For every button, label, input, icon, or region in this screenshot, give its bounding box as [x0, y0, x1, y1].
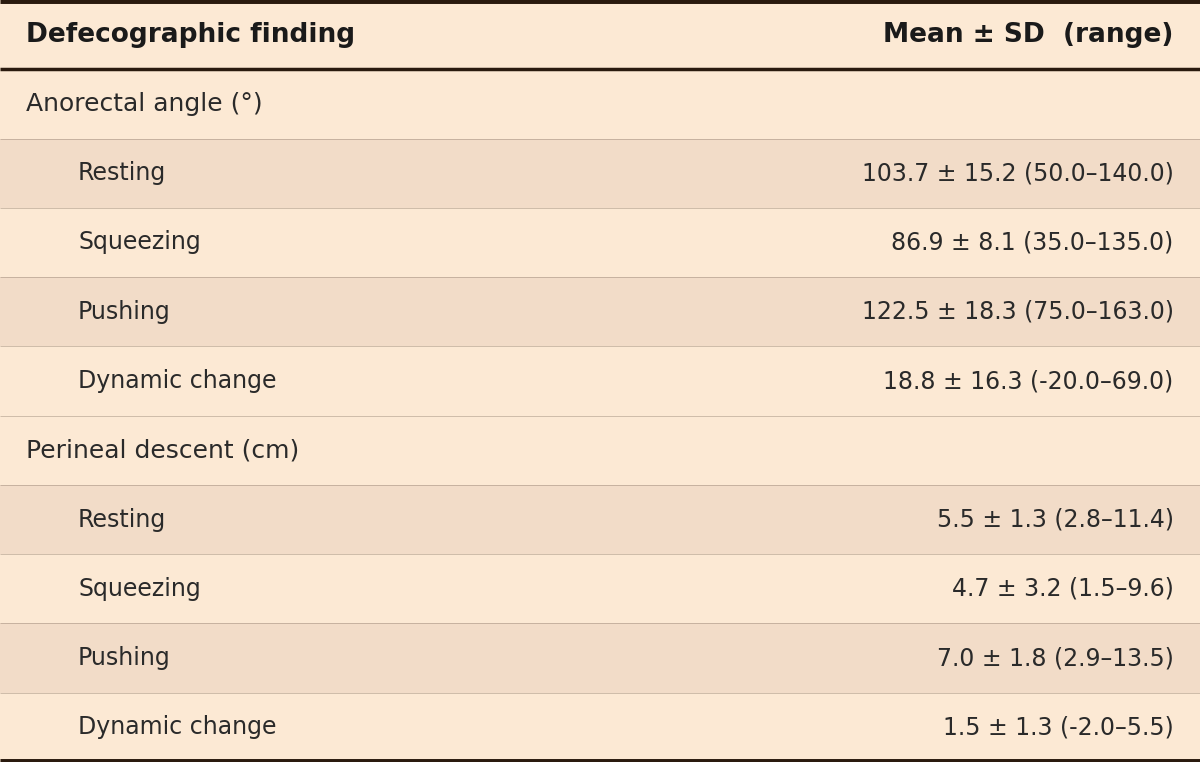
Text: Squeezing: Squeezing: [78, 577, 200, 600]
Text: 5.5 ± 1.3 (2.8–11.4): 5.5 ± 1.3 (2.8–11.4): [936, 507, 1174, 532]
Text: 7.0 ± 1.8 (2.9–13.5): 7.0 ± 1.8 (2.9–13.5): [937, 646, 1174, 670]
Text: 122.5 ± 18.3 (75.0–163.0): 122.5 ± 18.3 (75.0–163.0): [862, 299, 1174, 324]
Bar: [0, 347, 1200, 415]
Bar: [0, 693, 1200, 762]
Text: Resting: Resting: [78, 507, 167, 532]
Bar: [0, 139, 1200, 208]
Text: 86.9 ± 8.1 (35.0–135.0): 86.9 ± 8.1 (35.0–135.0): [892, 230, 1174, 255]
Text: Pushing: Pushing: [78, 299, 170, 324]
Text: Squeezing: Squeezing: [78, 230, 200, 255]
Bar: [0, 554, 1200, 623]
Bar: [0, 69, 1200, 139]
Text: Resting: Resting: [78, 162, 167, 185]
Bar: [0, 485, 1200, 554]
Text: Pushing: Pushing: [78, 646, 170, 670]
Text: Dynamic change: Dynamic change: [78, 716, 276, 739]
Text: 1.5 ± 1.3 (-2.0–5.5): 1.5 ± 1.3 (-2.0–5.5): [943, 716, 1174, 739]
Bar: [0, 208, 1200, 277]
Text: Defecographic finding: Defecographic finding: [26, 21, 355, 48]
Bar: [0, 277, 1200, 347]
Text: 18.8 ± 16.3 (-20.0–69.0): 18.8 ± 16.3 (-20.0–69.0): [883, 369, 1174, 393]
Text: Mean ± SD  (range): Mean ± SD (range): [883, 21, 1174, 48]
Text: 4.7 ± 3.2 (1.5–9.6): 4.7 ± 3.2 (1.5–9.6): [952, 577, 1174, 600]
Text: 103.7 ± 15.2 (50.0–140.0): 103.7 ± 15.2 (50.0–140.0): [862, 162, 1174, 185]
Bar: [0, 415, 1200, 485]
Text: Perineal descent (cm): Perineal descent (cm): [26, 438, 300, 463]
Bar: [0, 623, 1200, 693]
Text: Dynamic change: Dynamic change: [78, 369, 276, 393]
Text: Anorectal angle (°): Anorectal angle (°): [26, 92, 263, 116]
Bar: [0, 0, 1200, 69]
